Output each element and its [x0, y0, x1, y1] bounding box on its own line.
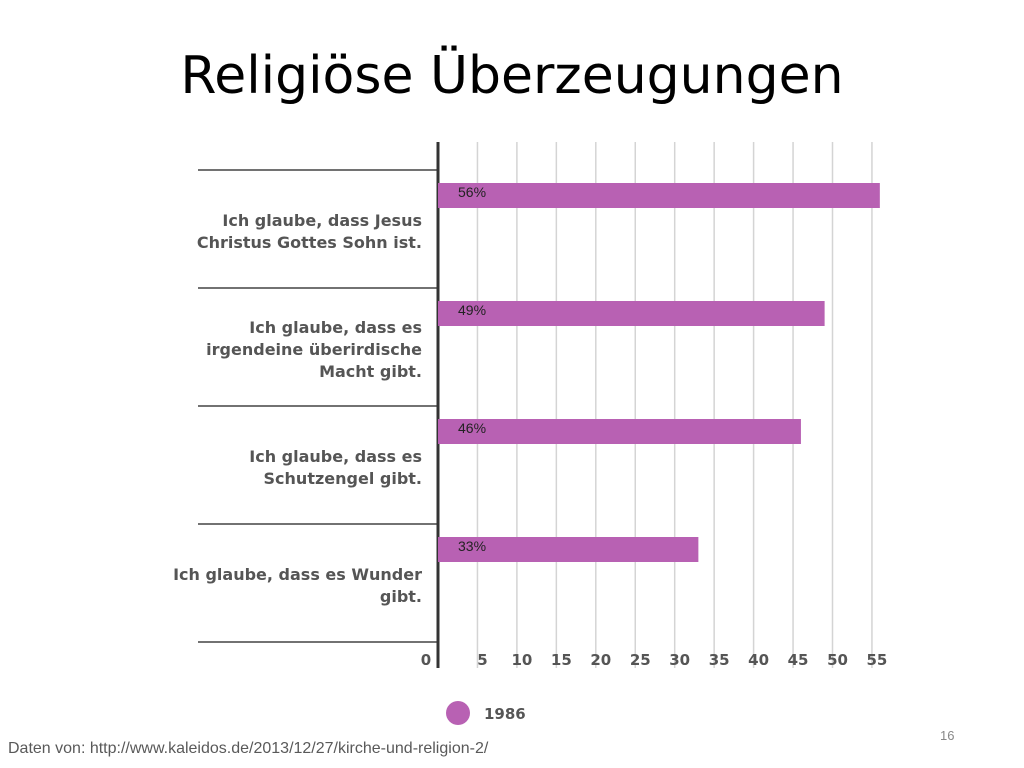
bars: 56% 49% 46% 33% [438, 183, 880, 562]
data-label: 33% [458, 538, 486, 554]
bar [438, 183, 880, 208]
x-tick-label: 5 [477, 651, 487, 669]
category-separators [198, 169, 438, 643]
slide-title: Religiöse Überzeugungen [180, 46, 844, 106]
bar [438, 301, 825, 326]
bar [438, 537, 699, 562]
x-tick-label: 10 [511, 651, 532, 669]
legend: 1986 [446, 701, 526, 725]
x-tick-label: 25 [630, 651, 651, 669]
category-label: Ich glaube, dass es irgendeine überirdisc… [206, 318, 422, 381]
source-note: Daten von: http://www.kaleidos.de/2013/1… [8, 740, 489, 757]
x-tick-label: 15 [551, 651, 572, 669]
x-tick-label: 55 [867, 651, 888, 669]
x-tick-label: 20 [590, 651, 611, 669]
data-label: 56% [458, 184, 486, 200]
legend-swatch [446, 701, 470, 725]
page-number: 16 [940, 728, 955, 743]
x-tick-label: 0 [421, 651, 431, 669]
x-tick-label: 30 [669, 651, 690, 669]
x-tick-label: 40 [748, 651, 769, 669]
legend-label: 1986 [484, 705, 526, 723]
grid-lines [476, 142, 873, 668]
bar [438, 419, 801, 444]
category-label: Ich glaube, dass Jesus Christus Gottes So… [197, 211, 422, 252]
data-label: 49% [458, 302, 486, 318]
x-tick-label: 35 [709, 651, 730, 669]
x-tick-label: 45 [788, 651, 809, 669]
category-labels: Ich glaube, dass Jesus Christus Gottes So… [173, 211, 422, 606]
x-tick-label: 50 [827, 651, 848, 669]
x-tick-labels: 0 5 10 15 20 25 30 35 40 45 50 55 [421, 651, 888, 669]
category-label: Ich glaube, dass es Wunder gibt. [173, 565, 422, 606]
data-label: 46% [458, 420, 486, 436]
category-label: Ich glaube, dass es Schutzengel gibt. [249, 447, 422, 488]
